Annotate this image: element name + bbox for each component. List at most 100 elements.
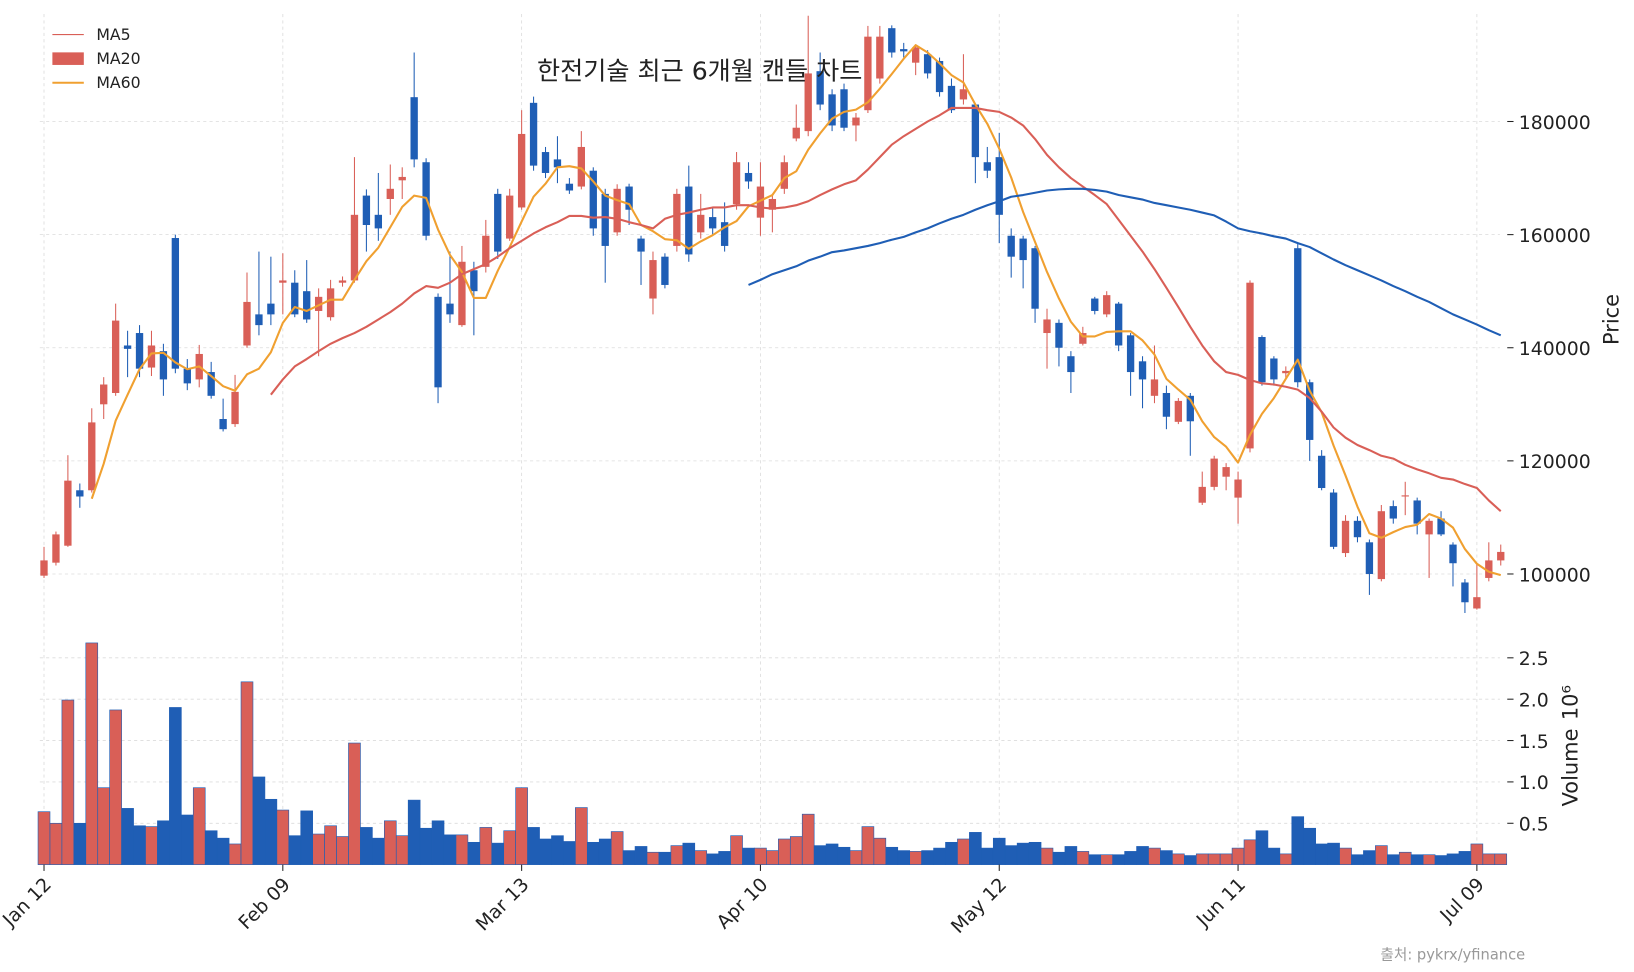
candle-body xyxy=(1246,282,1254,449)
volume-bar xyxy=(551,835,564,865)
volume-bar xyxy=(192,787,206,865)
volume-bar xyxy=(527,827,540,865)
volume-bar xyxy=(682,842,696,865)
candle-body xyxy=(470,270,478,292)
volume-bar xyxy=(181,814,194,865)
y-tick-label: 160000 xyxy=(1519,226,1591,247)
volume-bar xyxy=(1434,855,1448,865)
candle-body xyxy=(589,170,597,229)
volume-bar xyxy=(1231,847,1245,865)
volume-bar xyxy=(455,834,469,865)
candle-body xyxy=(816,71,824,105)
volume-bar xyxy=(1303,827,1316,865)
candle-body xyxy=(852,117,860,126)
candle-body xyxy=(888,28,896,53)
y2-axis-label: Volume 10⁶ xyxy=(1558,685,1582,806)
volume-bar xyxy=(1279,853,1293,865)
volume-bar xyxy=(336,836,349,865)
candle-body xyxy=(613,188,621,233)
volume-bar xyxy=(1315,843,1328,865)
ma-line xyxy=(90,44,1502,577)
volume-bar xyxy=(515,787,528,865)
volume-bar xyxy=(1100,854,1113,865)
volume-bar xyxy=(1124,851,1137,865)
volume-bar xyxy=(324,825,337,865)
axes: 100000 120000 140000 160000 180000 0.5 1.0 1.5 2… xyxy=(0,113,1591,938)
candle-body xyxy=(995,157,1003,215)
volume-bar xyxy=(992,837,1006,865)
candle-body xyxy=(732,162,741,205)
candle-body xyxy=(792,127,800,139)
volume-bar xyxy=(586,841,600,865)
volume-bar xyxy=(1028,841,1042,865)
candle-body xyxy=(529,102,538,166)
volume-bar xyxy=(1291,816,1305,865)
y-tick-label: 140000 xyxy=(1519,339,1591,360)
candle-body xyxy=(1485,560,1493,578)
volume-bar xyxy=(240,681,254,865)
volume-bar xyxy=(1387,854,1400,865)
volume-bar xyxy=(1422,854,1436,865)
volume-bar xyxy=(1076,851,1090,865)
candle-body xyxy=(207,372,215,396)
volume-bar xyxy=(1255,830,1269,865)
candle-body xyxy=(1473,597,1481,609)
candle-body xyxy=(1091,298,1099,311)
volume-bar xyxy=(969,832,982,865)
candle-body xyxy=(673,193,681,246)
candle-body xyxy=(697,214,705,233)
volume-bar xyxy=(431,820,445,865)
candle-body xyxy=(279,280,287,283)
legend: MA5 MA20 MA60 xyxy=(52,25,141,92)
volume-bar xyxy=(97,787,110,865)
volume-bar xyxy=(288,835,302,865)
volume-bar xyxy=(837,846,851,865)
volume-bar xyxy=(766,850,779,865)
volume-bar xyxy=(1136,846,1149,865)
volume-bar xyxy=(1172,853,1185,865)
candle-body xyxy=(434,296,442,388)
candle-body xyxy=(709,217,717,229)
volume-bar xyxy=(109,709,122,865)
candle-body xyxy=(362,195,371,226)
candle-body xyxy=(1019,238,1027,261)
volume-bar xyxy=(706,853,719,865)
source-note: 출처: pykrx/yfinance xyxy=(1380,946,1525,963)
volume-bar xyxy=(742,847,755,865)
candle-body xyxy=(1258,336,1266,383)
y2-multiplier: 10⁶ xyxy=(1558,685,1582,720)
candle-body xyxy=(410,97,418,160)
candle-body xyxy=(111,320,120,393)
volume-bar xyxy=(407,799,421,865)
volume-bar xyxy=(801,813,815,865)
candle-body xyxy=(171,238,180,369)
volume-bar xyxy=(1363,850,1376,865)
candle-body xyxy=(88,422,96,491)
candle-body xyxy=(123,345,132,349)
y2-tick-label: 0.5 xyxy=(1519,815,1549,836)
volume-bar xyxy=(169,707,182,865)
candle-body xyxy=(1055,322,1063,348)
candle-body xyxy=(1114,303,1123,346)
volume-bar xyxy=(204,830,218,865)
candle-body xyxy=(255,314,263,326)
volume-bar xyxy=(658,851,672,865)
candle-body xyxy=(1294,248,1302,383)
volume-bar xyxy=(73,822,87,865)
price-panel xyxy=(40,15,1505,614)
volume-panel xyxy=(37,642,1508,865)
candle-body xyxy=(326,288,335,318)
volume-bar xyxy=(145,826,158,865)
volume-bar xyxy=(1458,851,1472,865)
volume-bar xyxy=(885,846,899,865)
candle-body xyxy=(1186,395,1194,422)
volume-bar xyxy=(575,807,588,865)
legend-label: MA5 xyxy=(96,25,130,44)
volume-bar xyxy=(1052,851,1066,865)
volume-bar xyxy=(49,822,63,865)
volume-bar xyxy=(933,847,946,865)
candle-body xyxy=(1401,495,1409,497)
volume-bar xyxy=(909,851,922,865)
volume-bar xyxy=(157,820,170,865)
